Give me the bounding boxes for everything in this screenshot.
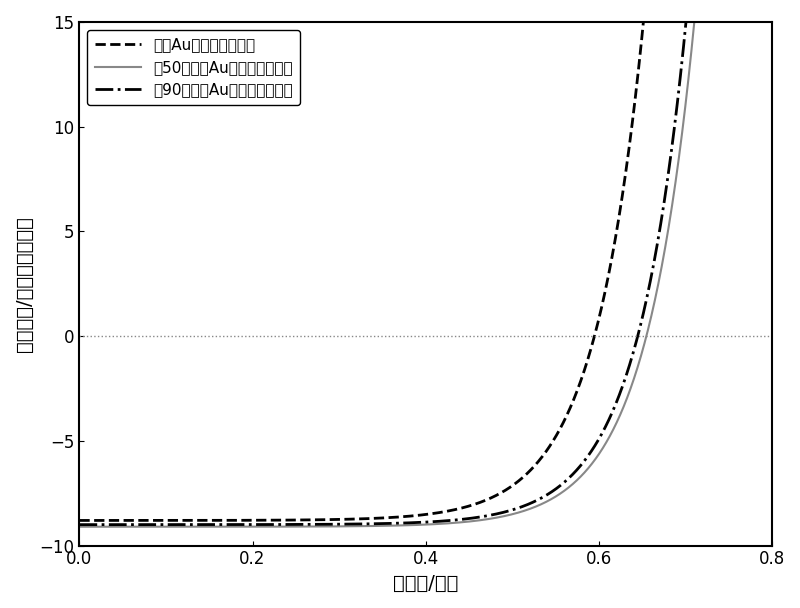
含90纳米的Au纳米颗粒的电池: [620, 376, 630, 384]
含90纳米的Au纳米颗粒的电池: [411, 519, 421, 526]
不含Au纳米颗粒的电池: [74, 517, 84, 524]
含50纳米的Au纳米颗粒的电池: [74, 523, 84, 530]
含90纳米的Au纳米颗粒的电池: [393, 520, 402, 527]
不含Au纳米颗粒的电池: [620, 176, 630, 184]
X-axis label: 光电压/伏特: 光电压/伏特: [393, 574, 458, 593]
含50纳米的Au纳米颗粒的电池: [620, 401, 630, 408]
Legend: 不含Au纳米颗粒的电池, 含50纳米的Au纳米颗粒的电池, 含90纳米的Au纳米颗粒的电池: 不含Au纳米颗粒的电池, 含50纳米的Au纳米颗粒的电池, 含90纳米的Au纳米…: [87, 30, 300, 105]
含90纳米的Au纳米颗粒的电池: [74, 521, 84, 528]
含50纳米的Au纳米颗粒的电池: [110, 523, 119, 530]
Y-axis label: 电流密度/毫安每平方厘米: 电流密度/毫安每平方厘米: [15, 216, 34, 352]
Line: 含50纳米的Au纳米颗粒的电池: 含50纳米的Au纳米颗粒的电池: [79, 0, 772, 527]
不含Au纳米颗粒的电池: [110, 517, 119, 524]
Line: 含90纳米的Au纳米颗粒的电池: 含90纳米的Au纳米颗粒的电池: [79, 0, 772, 525]
不含Au纳米颗粒的电池: [393, 513, 402, 520]
Line: 不含Au纳米颗粒的电池: 不含Au纳米颗粒的电池: [79, 0, 772, 520]
含50纳米的Au纳米颗粒的电池: [393, 522, 402, 529]
含50纳米的Au纳米颗粒的电池: [411, 521, 421, 528]
不含Au纳米颗粒的电池: [411, 512, 421, 519]
含90纳米的Au纳米颗粒的电池: [110, 521, 119, 528]
